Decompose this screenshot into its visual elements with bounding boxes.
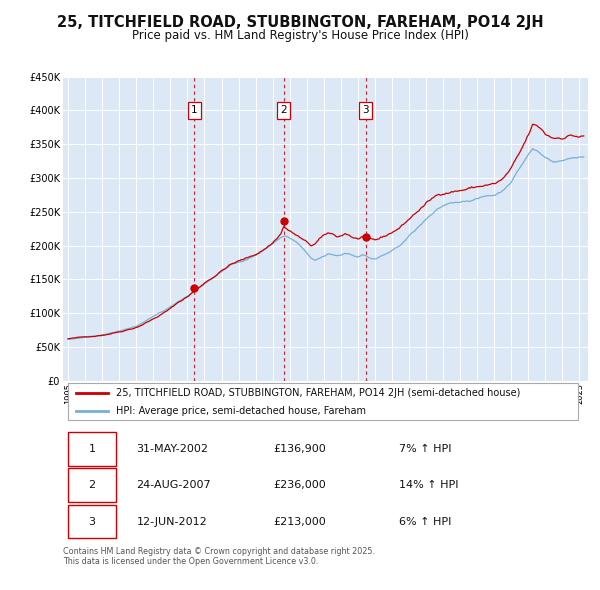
- Text: 1: 1: [88, 444, 95, 454]
- Text: 3: 3: [362, 106, 369, 116]
- Text: 1: 1: [191, 106, 198, 116]
- FancyBboxPatch shape: [68, 504, 115, 539]
- FancyBboxPatch shape: [68, 383, 577, 420]
- FancyBboxPatch shape: [68, 468, 115, 502]
- Text: Price paid vs. HM Land Registry's House Price Index (HPI): Price paid vs. HM Land Registry's House …: [131, 30, 469, 42]
- Text: £236,000: £236,000: [273, 480, 326, 490]
- Text: Contains HM Land Registry data © Crown copyright and database right 2025.
This d: Contains HM Land Registry data © Crown c…: [63, 547, 375, 566]
- Text: 2: 2: [280, 106, 287, 116]
- Text: 6% ↑ HPI: 6% ↑ HPI: [399, 517, 451, 526]
- FancyBboxPatch shape: [68, 432, 115, 466]
- Text: HPI: Average price, semi-detached house, Fareham: HPI: Average price, semi-detached house,…: [115, 405, 365, 415]
- Text: £213,000: £213,000: [273, 517, 326, 526]
- Text: 14% ↑ HPI: 14% ↑ HPI: [399, 480, 458, 490]
- Text: 25, TITCHFIELD ROAD, STUBBINGTON, FAREHAM, PO14 2JH (semi-detached house): 25, TITCHFIELD ROAD, STUBBINGTON, FAREHA…: [115, 388, 520, 398]
- Text: 12-JUN-2012: 12-JUN-2012: [137, 517, 207, 526]
- Text: 3: 3: [88, 517, 95, 526]
- Text: 25, TITCHFIELD ROAD, STUBBINGTON, FAREHAM, PO14 2JH: 25, TITCHFIELD ROAD, STUBBINGTON, FAREHA…: [56, 15, 544, 30]
- Text: 31-MAY-2002: 31-MAY-2002: [137, 444, 209, 454]
- Text: 7% ↑ HPI: 7% ↑ HPI: [399, 444, 452, 454]
- Text: 2: 2: [88, 480, 95, 490]
- Text: £136,900: £136,900: [273, 444, 326, 454]
- Text: 24-AUG-2007: 24-AUG-2007: [137, 480, 211, 490]
